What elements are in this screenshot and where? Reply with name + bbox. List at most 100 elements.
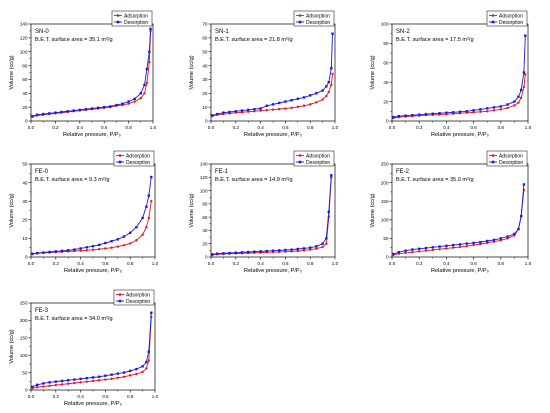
- y-tick-label: 120: [200, 175, 208, 180]
- data-point-desorption: [79, 247, 82, 250]
- data-point-desorption: [73, 378, 76, 381]
- chart-panel: 0.0 0.2 0.4 0.6 0.8 1.0 0 10 20 30 40 50 60 70 Relativ…: [189, 10, 339, 138]
- x-tick-label: 0.4: [77, 394, 84, 399]
- data-point-adsorption: [418, 250, 421, 253]
- x-tick-label: 0.0: [28, 125, 35, 130]
- y-tick-label: 20: [202, 91, 208, 96]
- x-tick-label: 0.8: [307, 261, 314, 266]
- bet-annotation: B.E.T. surface area = 21.8 m²/g: [215, 37, 293, 43]
- legend-label: Adsorption: [306, 153, 330, 159]
- data-point-desorption: [91, 245, 95, 248]
- data-point-desorption: [522, 183, 526, 186]
- data-point-desorption: [139, 92, 142, 95]
- data-point-desorption: [143, 83, 146, 87]
- x-tick-label: 0.8: [125, 125, 132, 130]
- x-tick-label: 0.8: [127, 261, 134, 266]
- series-line-desorption: [393, 184, 525, 255]
- sample-label: SN-0: [35, 29, 49, 35]
- data-point-adsorption: [259, 109, 262, 112]
- x-tick-label: 1.0: [152, 394, 159, 399]
- data-point-desorption: [240, 109, 244, 112]
- data-point-desorption: [148, 50, 151, 53]
- data-point-adsorption: [296, 249, 299, 253]
- bet-annotation: B.E.T. surface area = 17.5 m²/g: [396, 37, 474, 43]
- data-point-adsorption: [150, 200, 153, 203]
- y-axis-label: Volume (cc/g): [9, 329, 15, 363]
- data-point-desorption: [98, 243, 101, 247]
- series-line-desorption: [212, 175, 332, 255]
- y-tick-label: 200: [20, 318, 28, 323]
- legend-marker: [491, 160, 495, 164]
- data-point-adsorption: [141, 233, 144, 236]
- data-point-desorption: [147, 350, 150, 353]
- data-point-desorption: [36, 383, 39, 386]
- data-point-desorption: [104, 241, 107, 245]
- y-axis-label: Volume (cc/g): [189, 193, 195, 227]
- data-point-desorption: [424, 246, 428, 250]
- x-tick-label: 0.0: [389, 261, 396, 266]
- data-point-adsorption: [91, 379, 95, 383]
- data-point-desorption: [109, 105, 112, 108]
- data-point-adsorption: [321, 98, 324, 101]
- data-point-desorption: [445, 244, 448, 248]
- y-axis-label: Volume (cc/g): [370, 55, 376, 89]
- data-point-desorption: [72, 109, 75, 112]
- data-point-adsorption: [325, 94, 328, 98]
- data-point-adsorption: [42, 385, 45, 388]
- data-point-desorption: [54, 111, 57, 114]
- data-point-adsorption: [48, 384, 51, 388]
- data-point-desorption: [458, 110, 462, 113]
- data-point-desorption: [271, 103, 275, 106]
- data-point-desorption: [211, 114, 214, 117]
- data-point-desorption: [418, 113, 421, 116]
- y-tick-label: 40: [22, 180, 28, 185]
- x-tick-label: 0.2: [416, 261, 423, 266]
- data-point-desorption: [452, 243, 455, 247]
- data-point-desorption: [492, 238, 496, 242]
- data-point-desorption: [499, 237, 502, 240]
- data-point-desorption: [150, 175, 153, 179]
- data-point-desorption: [222, 252, 225, 255]
- x-tick-label: 0.2: [53, 394, 60, 399]
- y-tick-label: 80: [202, 202, 208, 207]
- data-point-desorption: [331, 32, 334, 35]
- x-axis-label: Relative pressure, P/P₀: [431, 268, 490, 274]
- data-point-desorption: [91, 376, 95, 379]
- legend-marker: [298, 14, 302, 17]
- data-point-adsorption: [424, 249, 428, 252]
- data-point-desorption: [465, 110, 468, 113]
- data-point-adsorption: [133, 100, 136, 103]
- y-tick-label: 120: [20, 36, 28, 41]
- data-point-adsorption: [85, 249, 89, 252]
- data-point-desorption: [424, 113, 428, 116]
- data-point-desorption: [325, 85, 328, 88]
- data-point-desorption: [54, 250, 57, 253]
- data-point-desorption: [330, 174, 333, 177]
- sample-label: FE-1: [215, 169, 229, 175]
- data-point-desorption: [66, 110, 69, 113]
- data-point-desorption: [492, 106, 496, 109]
- data-point-desorption: [42, 112, 45, 116]
- data-point-desorption: [397, 250, 400, 254]
- legend-marker: [298, 20, 302, 24]
- data-point-adsorption: [143, 92, 146, 95]
- data-point-desorption: [290, 248, 293, 251]
- y-tick-label: 150: [20, 336, 28, 341]
- x-tick-label: 0.6: [101, 125, 108, 130]
- data-point-desorption: [42, 251, 45, 254]
- data-point-desorption: [54, 380, 57, 383]
- x-axis-label: Relative pressure, P/P₀: [64, 268, 123, 274]
- data-point-adsorption: [135, 239, 138, 242]
- sample-label: FE-0: [35, 169, 49, 175]
- bet-annotation: B.E.T. surface area = 35.1 m²/g: [35, 37, 113, 43]
- data-point-adsorption: [122, 375, 126, 378]
- legend-label: Desorption: [124, 20, 148, 26]
- data-point-desorption: [129, 231, 132, 235]
- legend-label: Adsorption: [499, 13, 523, 19]
- data-point-adsorption: [302, 249, 306, 252]
- y-axis-label: Volume (cc/g): [189, 55, 195, 89]
- data-point-desorption: [486, 107, 489, 110]
- y-tick-label: 10: [22, 236, 28, 241]
- legend-marker: [118, 160, 122, 164]
- legend-label: Adsorption: [126, 153, 150, 159]
